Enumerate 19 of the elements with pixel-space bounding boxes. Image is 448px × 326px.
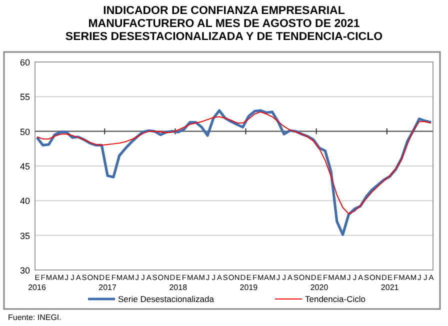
y-tick-label: 30: [20, 266, 30, 276]
y-tick-label: 40: [20, 196, 30, 206]
source-note: Fuente: INEGI.: [8, 313, 62, 322]
text: 2018: [169, 283, 188, 292]
text: 2019: [240, 283, 258, 292]
y-tick-label: 60: [20, 58, 30, 68]
legend-label: Tendencia-Ciclo: [305, 294, 366, 304]
y-tick-label: 35: [20, 230, 30, 241]
chart-title: INDICADOR DE CONFIANZA EMPRESARIAL MANUFACTURERO AL MES DE AGOSTO DE 2021: [88, 5, 360, 30]
y-tick-label: 55: [20, 92, 30, 102]
y-tick-label: 50: [20, 126, 30, 137]
text: 2021: [380, 283, 400, 292]
chart-subtitle: SERIES DESESTACIONALIZADA Y DE TENDENCIA-CICLO: [65, 31, 383, 43]
text: 2017: [98, 283, 118, 292]
text: 2016: [28, 283, 46, 292]
y-tick-label: 45: [20, 162, 30, 172]
legend-label: Serie Desestacionalizada: [118, 294, 214, 304]
text: 2020: [310, 283, 329, 292]
line-series: [36, 111, 432, 214]
